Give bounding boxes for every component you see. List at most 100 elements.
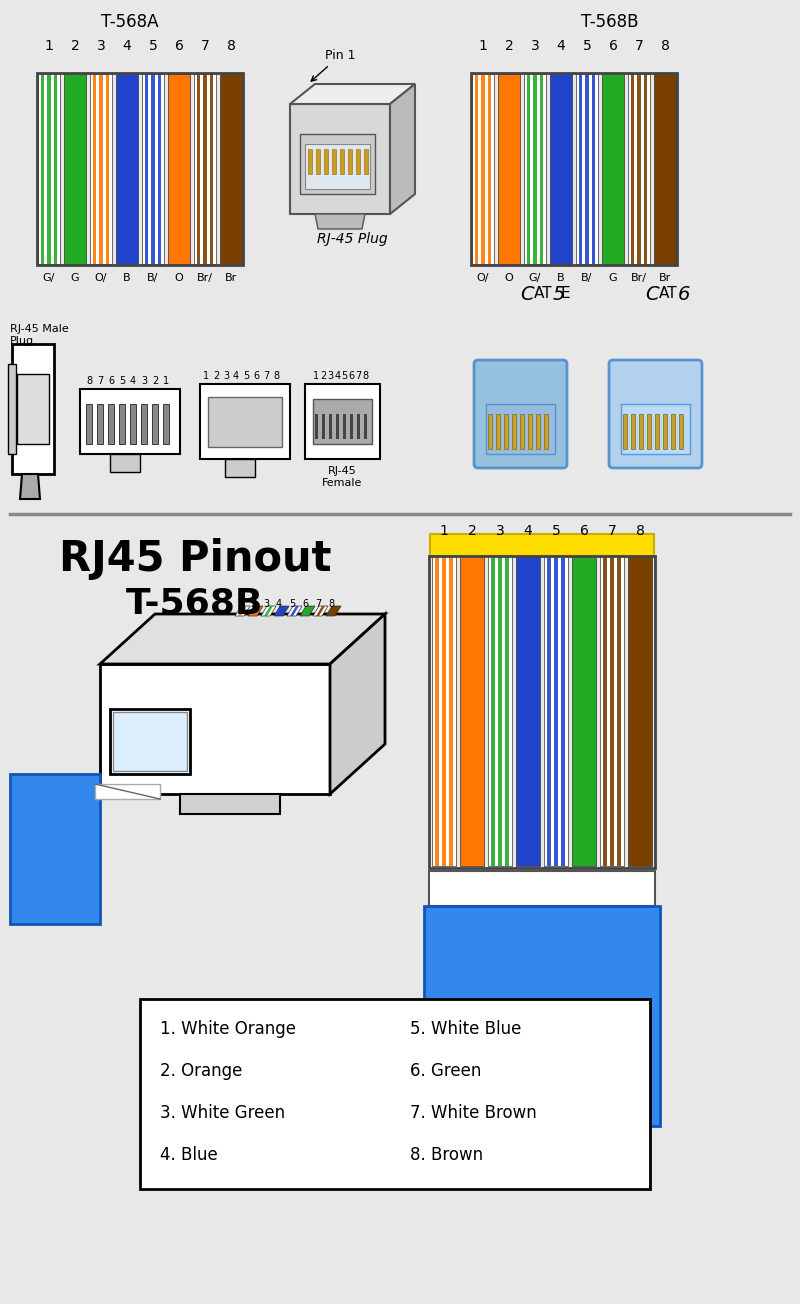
Bar	[505, 556, 509, 866]
Text: RJ45 Pinout: RJ45 Pinout	[58, 539, 331, 580]
Bar	[432, 556, 456, 866]
Text: 8: 8	[86, 376, 92, 386]
Bar	[348, 149, 352, 173]
Bar	[340, 149, 344, 173]
Text: 2: 2	[152, 376, 158, 386]
Bar	[524, 74, 546, 263]
Text: RJ-45 Male
Plug: RJ-45 Male Plug	[10, 323, 69, 346]
Text: O: O	[505, 273, 514, 283]
Polygon shape	[330, 614, 385, 794]
Bar	[90, 74, 112, 263]
Text: G/: G/	[529, 273, 541, 283]
Text: B: B	[123, 273, 131, 283]
Text: 3: 3	[496, 524, 504, 539]
Polygon shape	[261, 606, 276, 615]
Text: B/: B/	[147, 273, 158, 283]
Text: 7. White Brown: 7. White Brown	[410, 1104, 537, 1121]
Bar	[621, 404, 690, 454]
Text: 5: 5	[582, 39, 591, 53]
Polygon shape	[274, 606, 289, 615]
Text: 7: 7	[608, 524, 616, 539]
Bar	[603, 556, 607, 866]
Text: 6: 6	[253, 372, 259, 381]
Text: 3: 3	[97, 39, 106, 53]
Polygon shape	[290, 83, 415, 104]
Text: 8: 8	[362, 372, 369, 381]
Bar	[113, 712, 187, 771]
Text: O: O	[174, 273, 183, 283]
Bar	[496, 413, 500, 449]
Text: 4: 4	[130, 376, 136, 386]
Bar	[486, 404, 555, 454]
Bar	[617, 556, 621, 866]
Bar	[12, 344, 54, 473]
Bar	[516, 556, 540, 866]
Text: Pin 1: Pin 1	[311, 50, 355, 81]
Bar	[679, 413, 683, 449]
Bar	[194, 74, 216, 263]
Bar	[203, 74, 206, 263]
Bar	[130, 404, 136, 443]
Bar	[600, 556, 624, 866]
Text: 4: 4	[233, 372, 239, 381]
Text: 1: 1	[478, 39, 487, 53]
Polygon shape	[235, 606, 250, 615]
Polygon shape	[290, 104, 390, 214]
Bar	[638, 74, 641, 263]
Bar	[547, 556, 551, 866]
Text: 1: 1	[163, 376, 169, 386]
Bar	[305, 383, 380, 459]
Bar	[220, 74, 242, 263]
Text: RJ-45 Plug: RJ-45 Plug	[317, 232, 387, 246]
Bar	[602, 74, 624, 263]
Bar	[628, 556, 652, 866]
Text: 8: 8	[328, 599, 334, 609]
Text: G: G	[70, 273, 79, 283]
Bar	[491, 556, 495, 866]
Text: E: E	[561, 287, 570, 301]
Text: 1: 1	[314, 372, 319, 381]
Bar	[332, 149, 336, 173]
Bar	[435, 556, 439, 866]
Bar	[528, 413, 532, 449]
Bar	[308, 149, 312, 173]
Text: 5: 5	[119, 376, 125, 386]
Bar	[540, 74, 543, 263]
Text: 5: 5	[149, 39, 158, 53]
Bar	[313, 399, 372, 443]
Bar	[449, 556, 453, 866]
Text: G: G	[609, 273, 618, 283]
Polygon shape	[95, 784, 160, 799]
Bar	[197, 74, 200, 263]
Bar	[429, 871, 655, 906]
Bar	[158, 74, 161, 263]
Bar	[586, 74, 589, 263]
Text: AT: AT	[659, 287, 678, 301]
Bar	[152, 404, 158, 443]
Bar	[336, 413, 339, 439]
Bar	[424, 906, 660, 1125]
FancyBboxPatch shape	[609, 360, 702, 468]
Bar	[364, 149, 368, 173]
Bar	[488, 556, 512, 866]
Text: 5: 5	[552, 524, 560, 539]
Polygon shape	[238, 606, 247, 615]
Text: 4: 4	[557, 39, 566, 53]
Bar	[168, 74, 190, 263]
Bar	[498, 556, 502, 866]
Bar	[655, 413, 659, 449]
Text: 4. Blue: 4. Blue	[160, 1146, 218, 1164]
Text: 2: 2	[320, 372, 326, 381]
Bar	[141, 404, 147, 443]
Bar	[38, 74, 60, 263]
Bar	[610, 556, 614, 866]
Bar	[364, 413, 367, 439]
Bar	[140, 999, 650, 1189]
Bar	[93, 74, 96, 263]
Bar	[37, 73, 243, 265]
Text: 4: 4	[276, 599, 282, 609]
Bar	[210, 74, 213, 263]
Bar	[498, 74, 520, 263]
Text: T-568B: T-568B	[126, 587, 264, 621]
Polygon shape	[315, 214, 365, 230]
